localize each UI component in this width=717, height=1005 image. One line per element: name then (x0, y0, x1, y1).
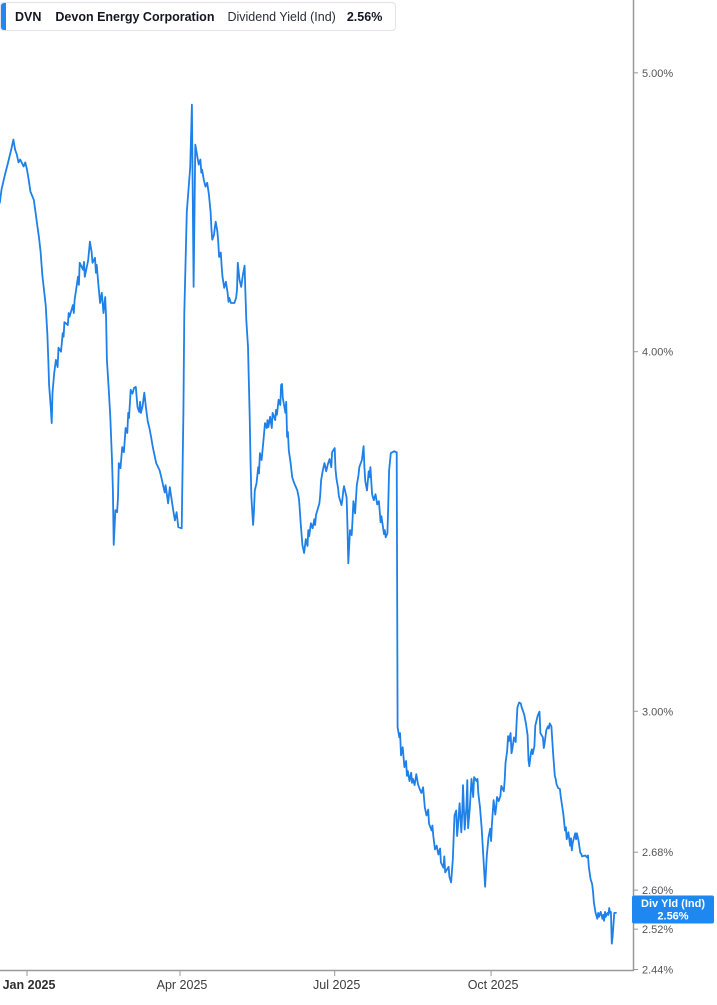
symbol-legend[interactable]: DVN Devon Energy Corporation Dividend Yi… (0, 2, 397, 31)
last-value-badge-bg (632, 895, 714, 924)
x-tick-label: Jan 2025 (3, 978, 56, 992)
metric-value: 2.56% (346, 9, 383, 24)
legend-accent-bar (1, 3, 6, 30)
metric-label: Dividend Yield (Ind) (227, 9, 336, 24)
y-tick-label: 5.00% (642, 68, 673, 80)
y-tick-label: 2.60% (642, 885, 673, 897)
badge-series-label: Div Yld (Ind) (641, 898, 705, 910)
last-value-badge: Div Yld (Ind)2.56% (632, 895, 714, 924)
x-tick-label: Oct 2025 (468, 978, 519, 992)
company-name: Devon Energy Corporation (55, 9, 215, 24)
x-tick-label: Jul 2025 (313, 978, 360, 992)
x-tick-label: Apr 2025 (157, 978, 208, 992)
y-tick-label: 2.68% (642, 847, 673, 859)
y-tick-label: 2.44% (642, 964, 673, 976)
price-scale[interactable]: 5.00% 4.00% 3.00% 2.68% 2.60% 2.52% 2.44% (633, 68, 673, 977)
y-tick-label: 3.00% (642, 706, 673, 718)
symbol-label: DVN (15, 9, 42, 24)
badge-value-label: 2.56% (657, 910, 688, 922)
time-scale[interactable]: Jan 2025 Apr 2025 Jul 2025 Oct 2025 (3, 970, 519, 992)
y-tick-label: 4.00% (642, 347, 673, 359)
y-tick-label: 2.52% (642, 924, 673, 936)
dividend-yield-line[interactable] (0, 103, 617, 945)
